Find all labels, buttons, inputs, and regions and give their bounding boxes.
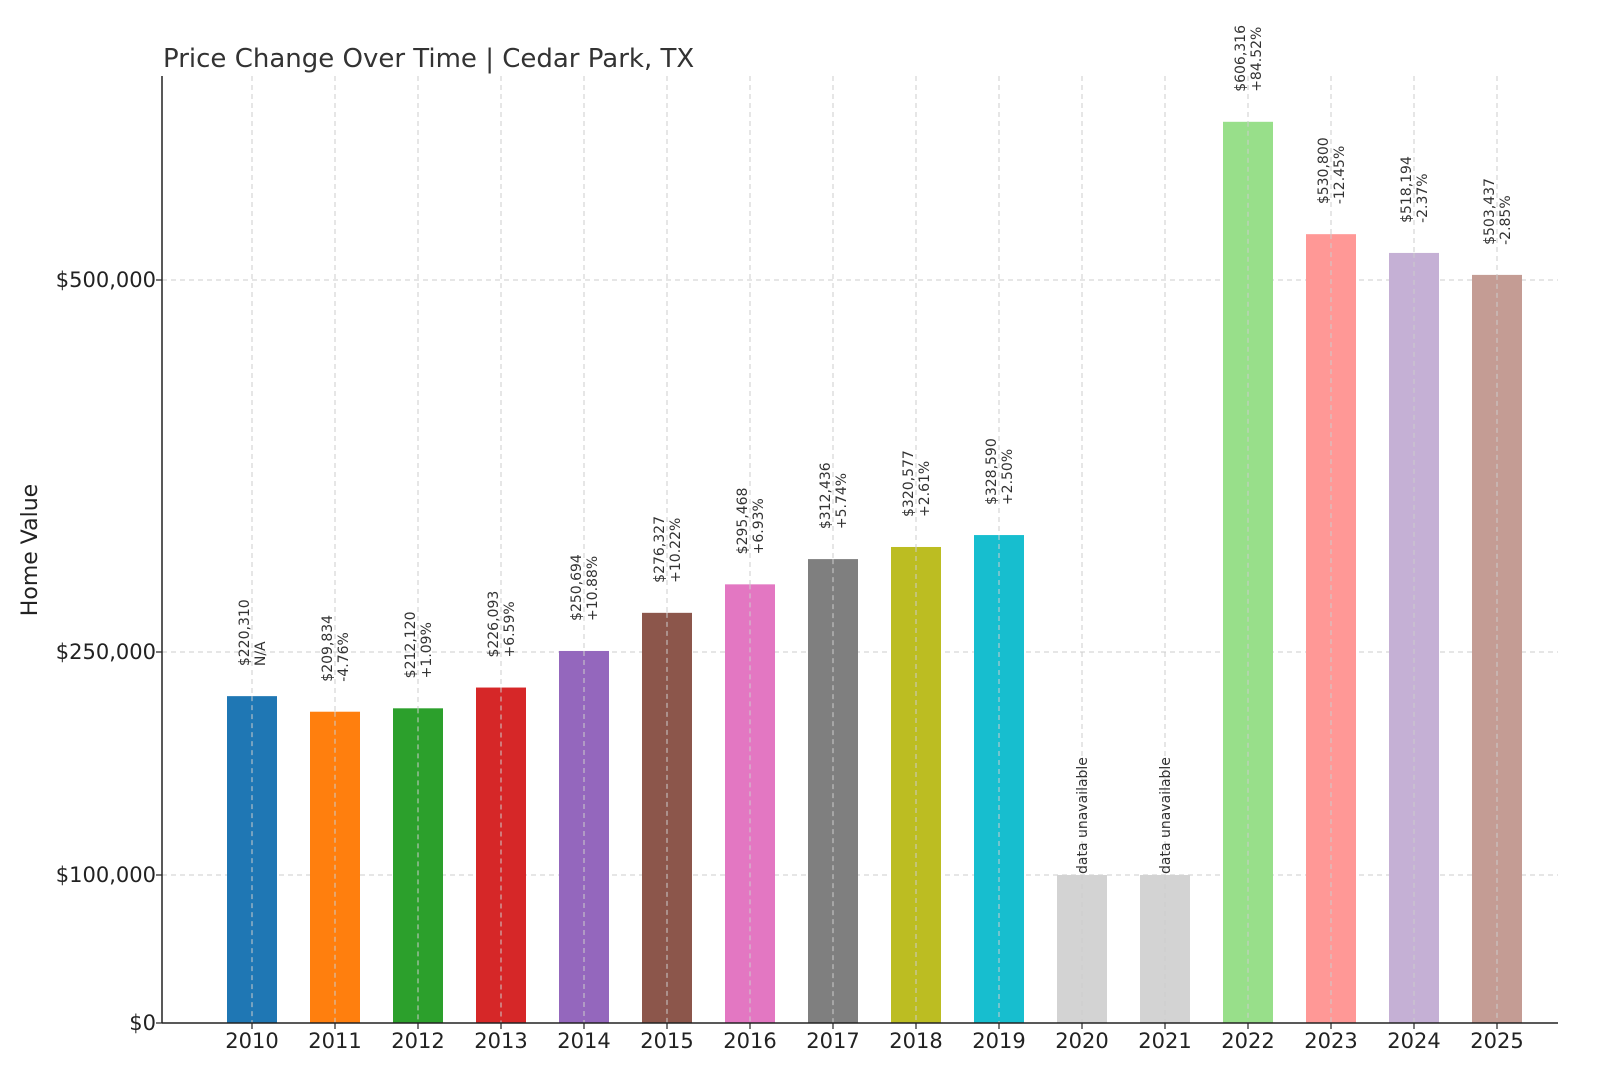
axes	[161, 76, 1558, 1024]
x-tick-label: 2025	[1470, 1029, 1523, 1053]
bar-value-label: $276,327	[652, 516, 668, 583]
x-tick-label: 2014	[557, 1029, 610, 1053]
bars	[227, 121, 1522, 1024]
x-tick-label: 2020	[1055, 1029, 1108, 1053]
x-tick-label: 2023	[1304, 1029, 1357, 1053]
x-tick-label: 2012	[391, 1029, 444, 1053]
y-tick-label: $100,000	[56, 863, 156, 887]
bar-value-label: $212,120	[403, 612, 419, 679]
bar-value-label: $312,436	[818, 462, 834, 529]
bar-change-label: -4.76%	[336, 632, 352, 682]
bar-value-label: $295,468	[735, 488, 751, 555]
bar-value-label: $226,093	[486, 591, 502, 658]
chart-title: Price Change Over Time | Cedar Park, TX	[163, 44, 694, 74]
bar-change-label: -12.45%	[1332, 146, 1348, 204]
bar-change-label: +1.09%	[419, 622, 435, 678]
x-tick-label: 2021	[1138, 1029, 1191, 1053]
bar-change-label: +5.74%	[834, 473, 850, 529]
bar-2017	[808, 559, 858, 1023]
bar-value-label: $328,590	[984, 438, 1000, 505]
bar-change-label: +84.52%	[1249, 27, 1265, 92]
x-tick-label: 2015	[640, 1029, 693, 1053]
bar-change-label: data unavailable	[1075, 757, 1091, 874]
bar-value-label: $320,577	[901, 450, 917, 517]
x-tick-label: 2011	[308, 1029, 361, 1053]
bar-value-label: $518,194	[1399, 156, 1415, 223]
bar-change-label: +10.88%	[585, 556, 601, 621]
bar-value-label: $250,694	[569, 554, 585, 621]
bar-change-label: +6.93%	[751, 498, 767, 554]
bar-labels: $220,310 N/A $209,834 -4.76% $212,120 +1.09% $…	[237, 25, 1514, 874]
bar-change-label: data unavailable	[1158, 757, 1174, 874]
bar-change-label: +10.22%	[668, 518, 684, 583]
bar-change-label: N/A	[253, 641, 269, 666]
bar-value-label: $606,316	[1233, 25, 1249, 92]
bar-2013	[476, 687, 526, 1023]
bar-2024	[1389, 252, 1439, 1024]
bar-change-label: -2.37%	[1415, 173, 1431, 223]
bar-value-label: $220,310	[237, 599, 253, 666]
bar-change-label: +2.50%	[1000, 449, 1016, 505]
y-tick-label: $0	[129, 1011, 156, 1035]
x-tick-label: 2018	[889, 1029, 942, 1053]
x-tick-label: 2017	[806, 1029, 859, 1053]
bar-change-label: +2.61%	[917, 461, 933, 517]
y-tick-label: $250,000	[56, 640, 156, 664]
x-tick-label: 2024	[1387, 1029, 1440, 1053]
y-axis-label: Home Value	[18, 484, 43, 616]
bar-change-label: -2.85%	[1498, 195, 1514, 245]
bar-value-label: $530,800	[1316, 137, 1332, 204]
x-tick-label: 2013	[474, 1029, 527, 1053]
x-tick-label: 2010	[225, 1029, 278, 1053]
tick-labels: $0 $100,000 $250,000 $500,000 2010 2011 2012 20…	[56, 268, 1524, 1053]
x-tick-label: 2016	[723, 1029, 776, 1053]
y-tick-label: $500,000	[56, 268, 156, 292]
bar-change-label: +6.59%	[502, 601, 518, 657]
bar-value-label: $209,834	[320, 615, 336, 682]
bar-2015	[642, 612, 692, 1023]
x-tick-label: 2019	[972, 1029, 1025, 1053]
x-tick-label: 2022	[1221, 1029, 1274, 1053]
bar-value-label: $503,437	[1482, 178, 1498, 245]
